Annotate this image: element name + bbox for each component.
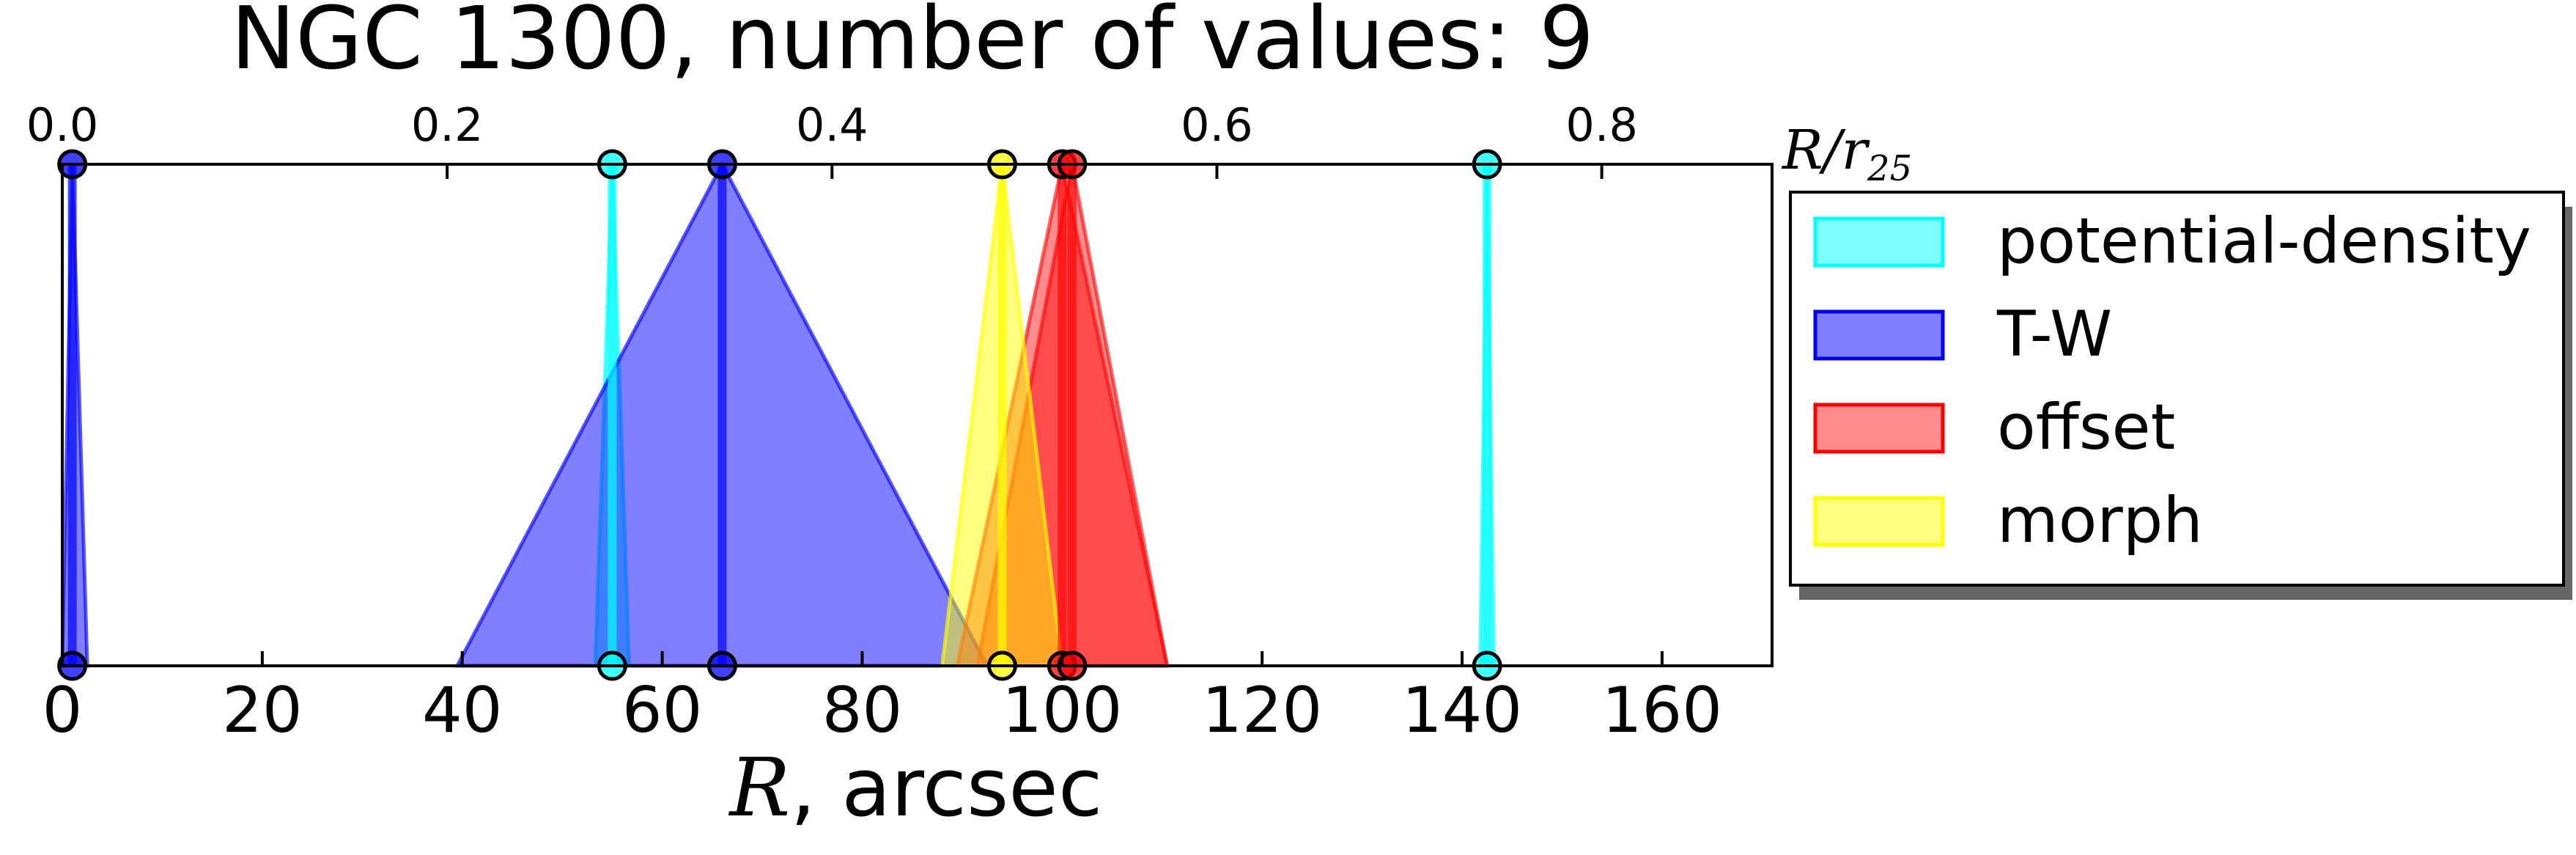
plot-frame [61,163,1774,667]
legend-swatch-offset [1813,403,1945,454]
top-axis-label: R/r25 [1781,119,1912,189]
legend-swatch-morph [1813,496,1945,547]
x-tick-label: 160 [1602,674,1722,747]
legend-label-potential-density: potential-density [1997,205,2531,278]
x-axis-label: R, arcsec [728,741,1103,834]
x-axis-symbol: R [728,741,791,834]
legend-label-t-w: T-W [1996,298,2112,371]
legend: potential-density T-W offset morph [1789,191,2565,587]
top-tick-label: 0.6 [1181,98,1253,152]
top-axis-symbol: R/r [1781,119,1871,182]
legend-swatch-t-w [1813,309,1945,361]
x-tick-label: 20 [222,674,302,747]
top-axis: 0.0 0.2 0.4 0.6 0.8 [26,98,1638,179]
x-tick-label: 100 [1002,674,1122,747]
legend-swatch-potential-density [1813,216,1945,268]
top-tick-label: 0.4 [796,98,868,152]
top-tick-label: 0.2 [411,98,484,152]
x-tick-label: 140 [1402,674,1522,747]
legend-label-offset: offset [1997,391,2175,464]
top-tick-label: 0.0 [26,98,99,152]
x-tick-label: 80 [822,674,902,747]
series-lines [67,164,1492,666]
top-axis-subscript: 25 [1867,148,1912,189]
bottom-axis: 0 20 40 60 80 100 120 140 160 [43,651,1722,747]
x-tick-label: 0 [43,674,83,747]
x-tick-label: 40 [422,674,502,747]
legend-label-morph: morph [1997,484,2203,557]
x-axis-unit: , arcsec [790,741,1102,834]
x-tick-label: 60 [622,674,702,747]
x-tick-label: 120 [1202,674,1322,747]
top-tick-label: 0.8 [1565,98,1638,152]
chart-title: NGC 1300, number of values: 9 [231,0,1594,89]
